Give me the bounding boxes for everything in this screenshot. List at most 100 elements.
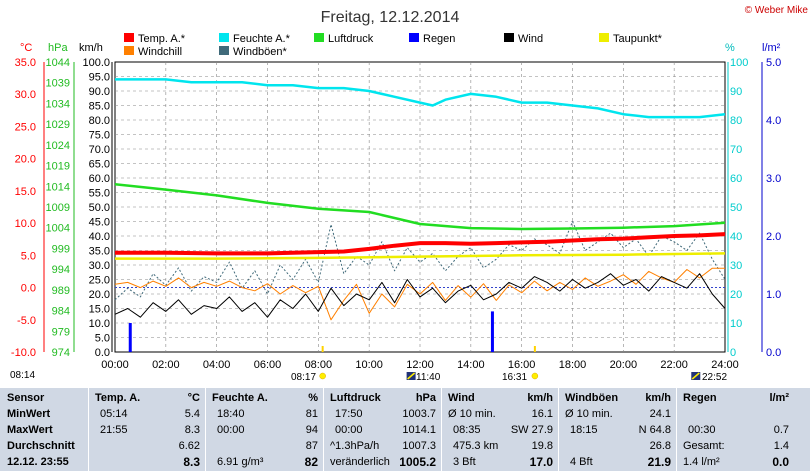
row-label-avg: Durchschnitt: [7, 440, 75, 452]
legend-swatch-6: [124, 46, 134, 55]
tick-x-10: 20:00: [610, 359, 638, 371]
tick-celsius-1: 30.0: [15, 89, 36, 101]
axes: 35.0 30.0 25.0 20.0 15.0 10.0 5.0 0.0 -5.0 -10.0 1…: [11, 57, 781, 371]
tick-kmh-4: 80.0: [89, 115, 110, 127]
pressure-max: 1014.1: [402, 424, 436, 436]
stats-col-gusts: Windböen km/h Ø 10 min. 24.1 18:15 N 64.…: [558, 388, 677, 471]
legend-swatch-7: [219, 46, 229, 55]
sunset-icon: [531, 372, 539, 380]
moonset-time: 22:52: [702, 372, 728, 383]
gusts-unit: km/h: [645, 392, 671, 404]
tick-hpa-13: 979: [52, 326, 70, 338]
tick-kmh-20: 0.0: [95, 347, 110, 359]
tick-percent-9: 10: [730, 318, 742, 330]
row-label-current: 12.12. 23:55: [7, 456, 69, 468]
tick-kmh-14: 30.0: [89, 260, 110, 272]
unit-rain: l/m²: [762, 42, 781, 54]
tick-kmh-8: 60.0: [89, 173, 110, 185]
statistics-table: Sensor MinWert MaxWert Durchschnitt 12.1…: [0, 388, 810, 471]
unit-percent: %: [725, 42, 735, 54]
rain-unit: l/m²: [769, 392, 789, 404]
row-label-max: MaxWert: [7, 424, 53, 436]
moonrise-icon-mark: [407, 372, 416, 380]
tick-hpa-2: 1034: [46, 98, 70, 110]
legend-swatch-3: [409, 33, 419, 42]
unit-hpa: hPa: [48, 42, 68, 54]
tick-kmh-5: 75.0: [89, 130, 110, 142]
tick-rain-0: 5.0: [766, 57, 781, 69]
copyright: © Weber Mike: [745, 5, 809, 16]
tick-rain-2: 3.0: [766, 173, 781, 185]
tick-kmh-18: 10.0: [89, 318, 110, 330]
series-windb-en-: [114, 221, 726, 301]
row-label-min: MinWert: [7, 408, 51, 420]
tick-kmh-3: 85.0: [89, 101, 110, 113]
rain-total: 1.4: [773, 440, 789, 452]
tick-x-6: 12:00: [406, 359, 434, 371]
tick-hpa-3: 1029: [46, 119, 70, 131]
legend-label-3: Regen: [423, 33, 455, 45]
weather-chart: Freitag, 12.12.2014 © Weber Mike Temp. A…: [11, 5, 809, 380]
rain-bar-0: [128, 323, 132, 352]
legend-label-4: Wind: [518, 33, 543, 45]
unit-celsius: °C: [20, 42, 32, 54]
gusts-max-time: 18:15: [570, 424, 598, 436]
wind-max-dir: SW 27.9: [510, 424, 553, 436]
stats-col-wind: Wind km/h Ø 10 min. 16.1 08:35 SW 27.9 4…: [441, 388, 559, 471]
humidity-max-time: 00:00: [217, 424, 245, 436]
temp-header: Temp. A.: [95, 392, 141, 404]
pressure-min: 1003.7: [402, 408, 436, 420]
wind-unit: km/h: [527, 392, 553, 404]
gusts-bft: 4 Bft: [570, 456, 593, 468]
temp-min-time: 05:14: [100, 408, 128, 420]
tick-x-3: 06:00: [254, 359, 282, 371]
row-label-sensor: Sensor: [7, 392, 45, 404]
rain-max: 0.7: [773, 424, 789, 436]
temp-max: 8.3: [184, 424, 200, 436]
tick-hpa-11: 989: [52, 285, 70, 297]
sun-left-time: 08:14: [10, 370, 36, 381]
tick-hpa-10: 994: [52, 264, 70, 276]
tick-hpa-8: 1004: [46, 223, 70, 235]
legend-label-5: Taupunkt*: [613, 33, 663, 45]
tick-hpa-7: 1009: [46, 202, 70, 214]
tick-kmh-0: 100.0: [82, 57, 110, 69]
humidity-max: 94: [305, 424, 318, 436]
legend-label-6: Windchill: [138, 46, 182, 58]
series-temp-a-: [115, 232, 726, 256]
tick-percent-6: 40: [730, 231, 742, 243]
wind-max-time: 08:35: [453, 424, 481, 436]
tick-percent-0: 100: [730, 57, 748, 69]
tick-celsius-2: 25.0: [15, 121, 36, 133]
rain-current: 0.0: [772, 455, 789, 469]
tick-celsius-8: -5.0: [17, 315, 36, 327]
tick-x-0: 00:00: [101, 359, 129, 371]
sunset-time: 16:31: [502, 372, 528, 383]
tick-percent-8: 20: [730, 289, 742, 301]
tick-x-1: 02:00: [152, 359, 180, 371]
gusts-avg: 26.8: [649, 440, 671, 452]
rain-max-time: 00:30: [688, 424, 716, 436]
pressure-avg: 1007.3: [402, 440, 436, 452]
tick-kmh-10: 50.0: [89, 202, 110, 214]
grid: [115, 62, 725, 352]
tick-rain-4: 1.0: [766, 289, 781, 301]
tick-x-7: 14:00: [457, 359, 485, 371]
wind-current: 17.0: [529, 455, 553, 469]
tick-x-11: 22:00: [660, 359, 688, 371]
tick-kmh-6: 70.0: [89, 144, 110, 156]
legend-swatch-0: [124, 33, 134, 42]
humidity-current: 82: [304, 455, 318, 469]
stats-col-pressure: Luftdruck hPa 17:50 1003.7 00:00 1014.1 …: [323, 388, 442, 471]
tick-x-4: 08:00: [305, 359, 333, 371]
gusts-avg10: 24.1: [649, 408, 671, 420]
tick-hpa-1: 1039: [46, 78, 70, 90]
series-luftdruck: [114, 182, 726, 231]
pressure-current-note: veränderlich: [330, 456, 390, 468]
legend-swatch-4: [504, 33, 514, 42]
tick-kmh-17: 15.0: [89, 304, 110, 316]
tick-hpa-0: 1044: [46, 57, 70, 69]
tick-rain-5: 0.0: [766, 347, 781, 359]
legend-swatch-2: [314, 33, 324, 42]
gusts-current: 21.9: [647, 455, 671, 469]
